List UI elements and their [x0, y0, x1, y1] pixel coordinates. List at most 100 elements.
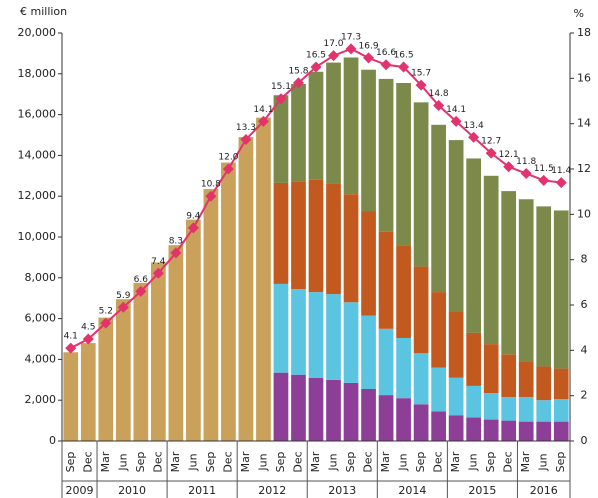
bar-segment [150, 262, 166, 441]
bar-segment [466, 332, 482, 386]
data-label: 16.5 [306, 51, 326, 61]
data-label: 11.4 [551, 166, 571, 176]
x-tick-label: Mar [99, 451, 112, 472]
line-marker [292, 77, 304, 89]
y2-tick-label: 10 [577, 207, 591, 220]
x-tick-label: Sep [414, 452, 427, 473]
bar-segment [326, 62, 341, 184]
bar-segment [466, 417, 482, 441]
bar-segment [501, 397, 517, 421]
bar-segment [168, 245, 184, 441]
data-label: 8.3 [169, 236, 183, 246]
y-tick-label: 16,000 [18, 108, 57, 121]
bar-segment [343, 382, 359, 441]
bar-segment [291, 84, 306, 182]
bar-segment [326, 379, 341, 441]
bar-segment [483, 344, 499, 394]
bar-segment [396, 82, 411, 246]
data-label: 11.8 [516, 157, 536, 167]
x-tick-label: Jun [327, 453, 340, 471]
bar-segment [378, 231, 394, 329]
x-tick-label: Jun [467, 453, 480, 471]
bar-segment [483, 393, 499, 420]
y2-tick-label: 18 [577, 26, 591, 39]
data-label: 15.7 [411, 69, 431, 79]
bar-segment [361, 388, 376, 441]
bar-segment [378, 395, 394, 441]
line-marker [468, 131, 480, 143]
line-marker [310, 61, 322, 73]
data-label: 5.2 [99, 307, 113, 317]
bar-segment [343, 57, 359, 195]
x-tick-label: Mar [239, 451, 252, 472]
y-tick-label: 8,000 [25, 271, 57, 284]
bar-segment [308, 292, 324, 378]
bar-segment [448, 415, 464, 441]
x-tick-label: Mar [449, 451, 462, 472]
line-marker [415, 79, 427, 91]
line-marker [380, 59, 392, 71]
data-label: 4.1 [64, 332, 78, 342]
bar-segment [133, 282, 149, 441]
data-label: 5.9 [116, 291, 131, 301]
data-label: 12.1 [499, 150, 519, 160]
y-tick-label: 0 [49, 434, 56, 447]
data-label: 15.1 [271, 82, 291, 92]
line-marker [503, 161, 515, 173]
x-tick-label: Sep [554, 452, 567, 473]
data-label: 10.8 [201, 180, 221, 190]
line-marker [363, 52, 375, 64]
bar-segment [553, 210, 569, 369]
y-tick-label: 18,000 [18, 67, 57, 80]
bar-segment [291, 289, 306, 375]
line-marker [433, 100, 445, 112]
x-tick-label: Mar [309, 451, 322, 472]
bar-segment [396, 245, 411, 338]
bar-segment [501, 420, 517, 441]
bar-segment [431, 124, 446, 293]
bar-segment [273, 372, 289, 441]
x-tick-label: Sep [344, 452, 357, 473]
bar-segment [63, 352, 79, 441]
data-label: 12.7 [481, 137, 501, 147]
bar-segment [518, 199, 534, 362]
x-tick-label: Sep [274, 452, 287, 473]
line-marker [117, 301, 129, 313]
bar-segment [273, 283, 289, 373]
bar-segment [501, 354, 517, 398]
data-label: 15.8 [288, 66, 308, 76]
y-tick-label: 10,000 [18, 230, 57, 243]
bar-segment [536, 206, 552, 367]
x-tick-label: Sep [484, 452, 497, 473]
bar-segment [413, 102, 429, 267]
bar-segment [448, 311, 464, 378]
x-tick-label: Dec [291, 451, 304, 472]
line-marker [450, 115, 462, 127]
data-label: 13.4 [464, 121, 484, 131]
bar-segment [553, 421, 569, 441]
y2-tick-label: 16 [577, 71, 591, 84]
bar-segment [273, 182, 289, 284]
line-marker [240, 134, 252, 146]
line-marker [82, 333, 94, 345]
line-marker [275, 93, 287, 105]
line-marker [398, 61, 410, 73]
bar-segment [308, 71, 324, 180]
year-label: 2015 [468, 484, 496, 497]
x-tick-label: Mar [519, 451, 532, 472]
x-tick-label: Jun [537, 453, 550, 471]
bar-segment [448, 377, 464, 416]
bar-segment [431, 367, 446, 412]
x-tick-label: Mar [169, 451, 182, 472]
bar-segment [518, 421, 534, 441]
bar-segment [291, 374, 306, 441]
line-marker [222, 163, 234, 175]
bar-segment [431, 292, 446, 368]
y2-tick-label: 8 [581, 253, 588, 266]
bar-segment [115, 299, 131, 441]
bar-segment [413, 266, 429, 354]
data-label: 4.5 [81, 323, 95, 333]
y-tick-label: 20,000 [18, 26, 57, 39]
year-label: 2011 [188, 484, 216, 497]
y2-tick-label: 2 [581, 389, 588, 402]
